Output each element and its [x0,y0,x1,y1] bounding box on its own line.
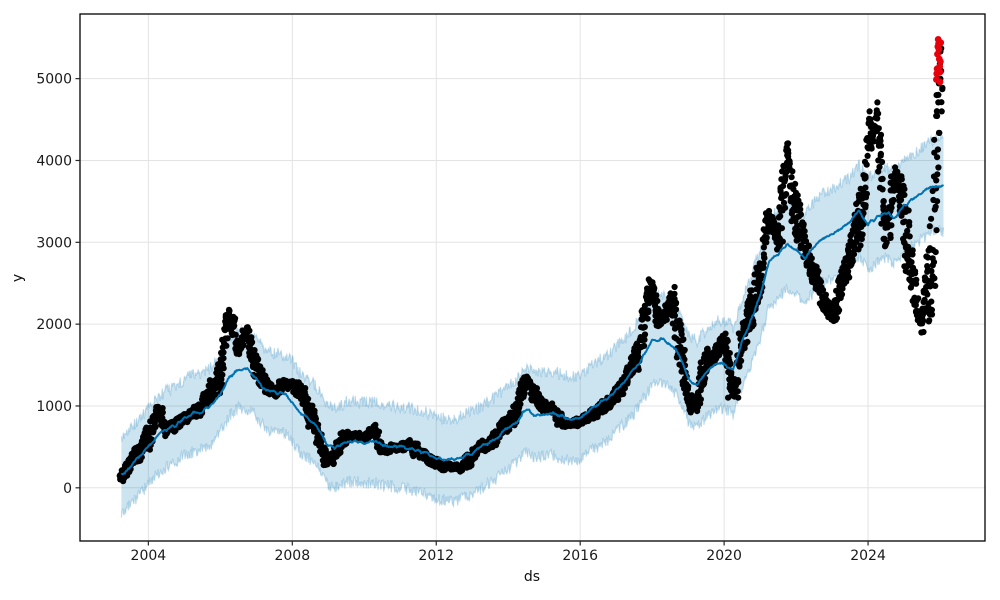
svg-text:2020: 2020 [706,548,742,564]
x-axis-label: ds [523,569,541,585]
svg-text:2016: 2016 [562,548,598,564]
svg-text:2000: 2000 [36,317,72,333]
svg-text:2012: 2012 [418,548,454,564]
svg-text:0: 0 [63,481,72,497]
svg-text:2004: 2004 [131,548,167,564]
svg-text:4000: 4000 [36,153,72,169]
svg-text:5000: 5000 [36,72,72,88]
y-axis-label: y [10,273,27,283]
svg-text:3000: 3000 [36,235,72,251]
svg-text:1000: 1000 [36,399,72,415]
svg-text:2024: 2024 [850,548,886,564]
svg-text:2008: 2008 [274,548,310,564]
